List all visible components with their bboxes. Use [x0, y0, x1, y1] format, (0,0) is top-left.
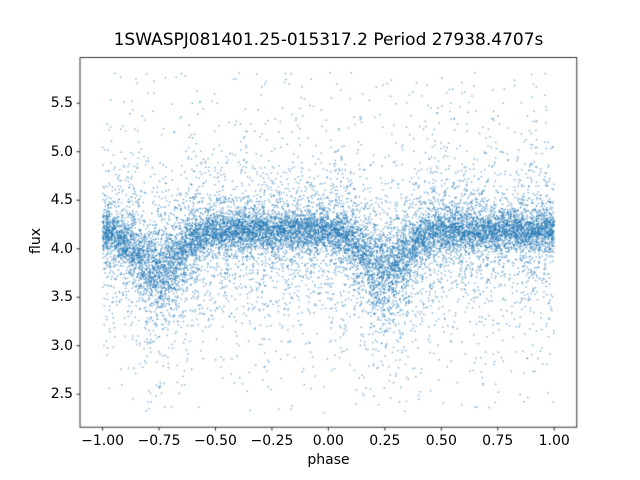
chart-title: 1SWASPJ081401.25-015317.2 Period 27938.4… — [113, 30, 544, 50]
y-tick-label: 5.5 — [50, 95, 73, 112]
y-tick-label: 5.0 — [50, 143, 73, 160]
x-axis-label: phase — [307, 452, 350, 468]
y-tick-label: 3.0 — [50, 337, 73, 354]
x-tick-label: 0.00 — [312, 432, 344, 449]
y-tick-label: 3.5 — [50, 289, 73, 306]
x-tick-label: −1.00 — [81, 432, 125, 449]
x-tick-label: 0.50 — [425, 432, 457, 449]
x-tick-label: −0.50 — [194, 432, 237, 449]
y-tick-label: 2.5 — [50, 386, 73, 403]
x-tick-label: −0.75 — [137, 432, 181, 449]
y-tick-label: 4.0 — [50, 240, 73, 257]
y-tick-label: 4.5 — [50, 192, 73, 209]
x-tick-label: 1.00 — [538, 432, 570, 449]
x-tick-label: 0.75 — [482, 432, 514, 449]
x-tick-label: 0.25 — [369, 432, 401, 449]
x-tick-label: −0.25 — [250, 432, 294, 449]
